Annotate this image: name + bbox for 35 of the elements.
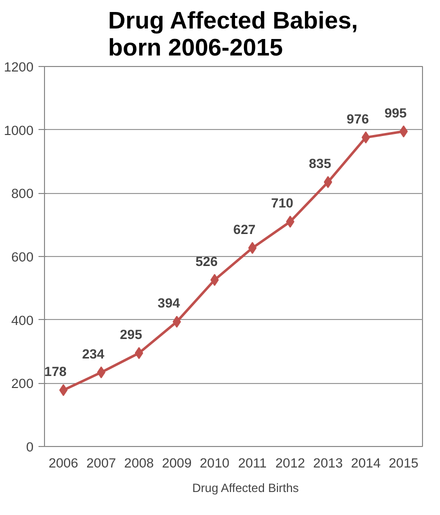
data-label: 710 (271, 196, 294, 211)
y-tick-label: 800 (11, 186, 34, 202)
data-label: 178 (44, 364, 67, 380)
x-tick-label: 2009 (162, 456, 192, 470)
x-tick-label: 2015 (388, 456, 418, 470)
x-tick-label: 2010 (200, 456, 230, 470)
x-tick-label: 2007 (86, 456, 116, 470)
text: Drug Affected Births (192, 481, 299, 495)
y-tick-label: 1000 (4, 122, 34, 138)
y-tick-label: 400 (11, 312, 34, 328)
data-label: 627 (233, 222, 256, 237)
point (324, 176, 332, 188)
x-tick-label: 2012 (275, 456, 306, 470)
point (399, 125, 408, 138)
data-label: 976 (346, 111, 369, 126)
y-tick-label: 1200 (4, 60, 34, 74)
x-tick-label: 2013 (313, 456, 343, 470)
x-tick-label: 2006 (48, 456, 78, 470)
x-tick-label: 2014 (350, 456, 382, 470)
data-label: 526 (195, 254, 218, 269)
data-label: 295 (120, 327, 143, 342)
data-label: 995 (384, 105, 408, 120)
point (210, 274, 219, 286)
data-label: 234 (82, 346, 105, 362)
y-tick-label: 0 (26, 440, 34, 454)
x-tick-label: 2008 (124, 456, 154, 470)
y-tick-label: 600 (11, 250, 34, 264)
chart-title: Drug Affected Babies, born 2006-2015 (108, 8, 358, 62)
point (134, 347, 144, 360)
y-tick-label: 200 (11, 376, 34, 392)
point (59, 384, 68, 396)
data-label: 394 (158, 296, 181, 311)
x-tick-label: 2011 (238, 456, 267, 470)
data-label: 835 (308, 156, 332, 172)
point (248, 242, 257, 254)
